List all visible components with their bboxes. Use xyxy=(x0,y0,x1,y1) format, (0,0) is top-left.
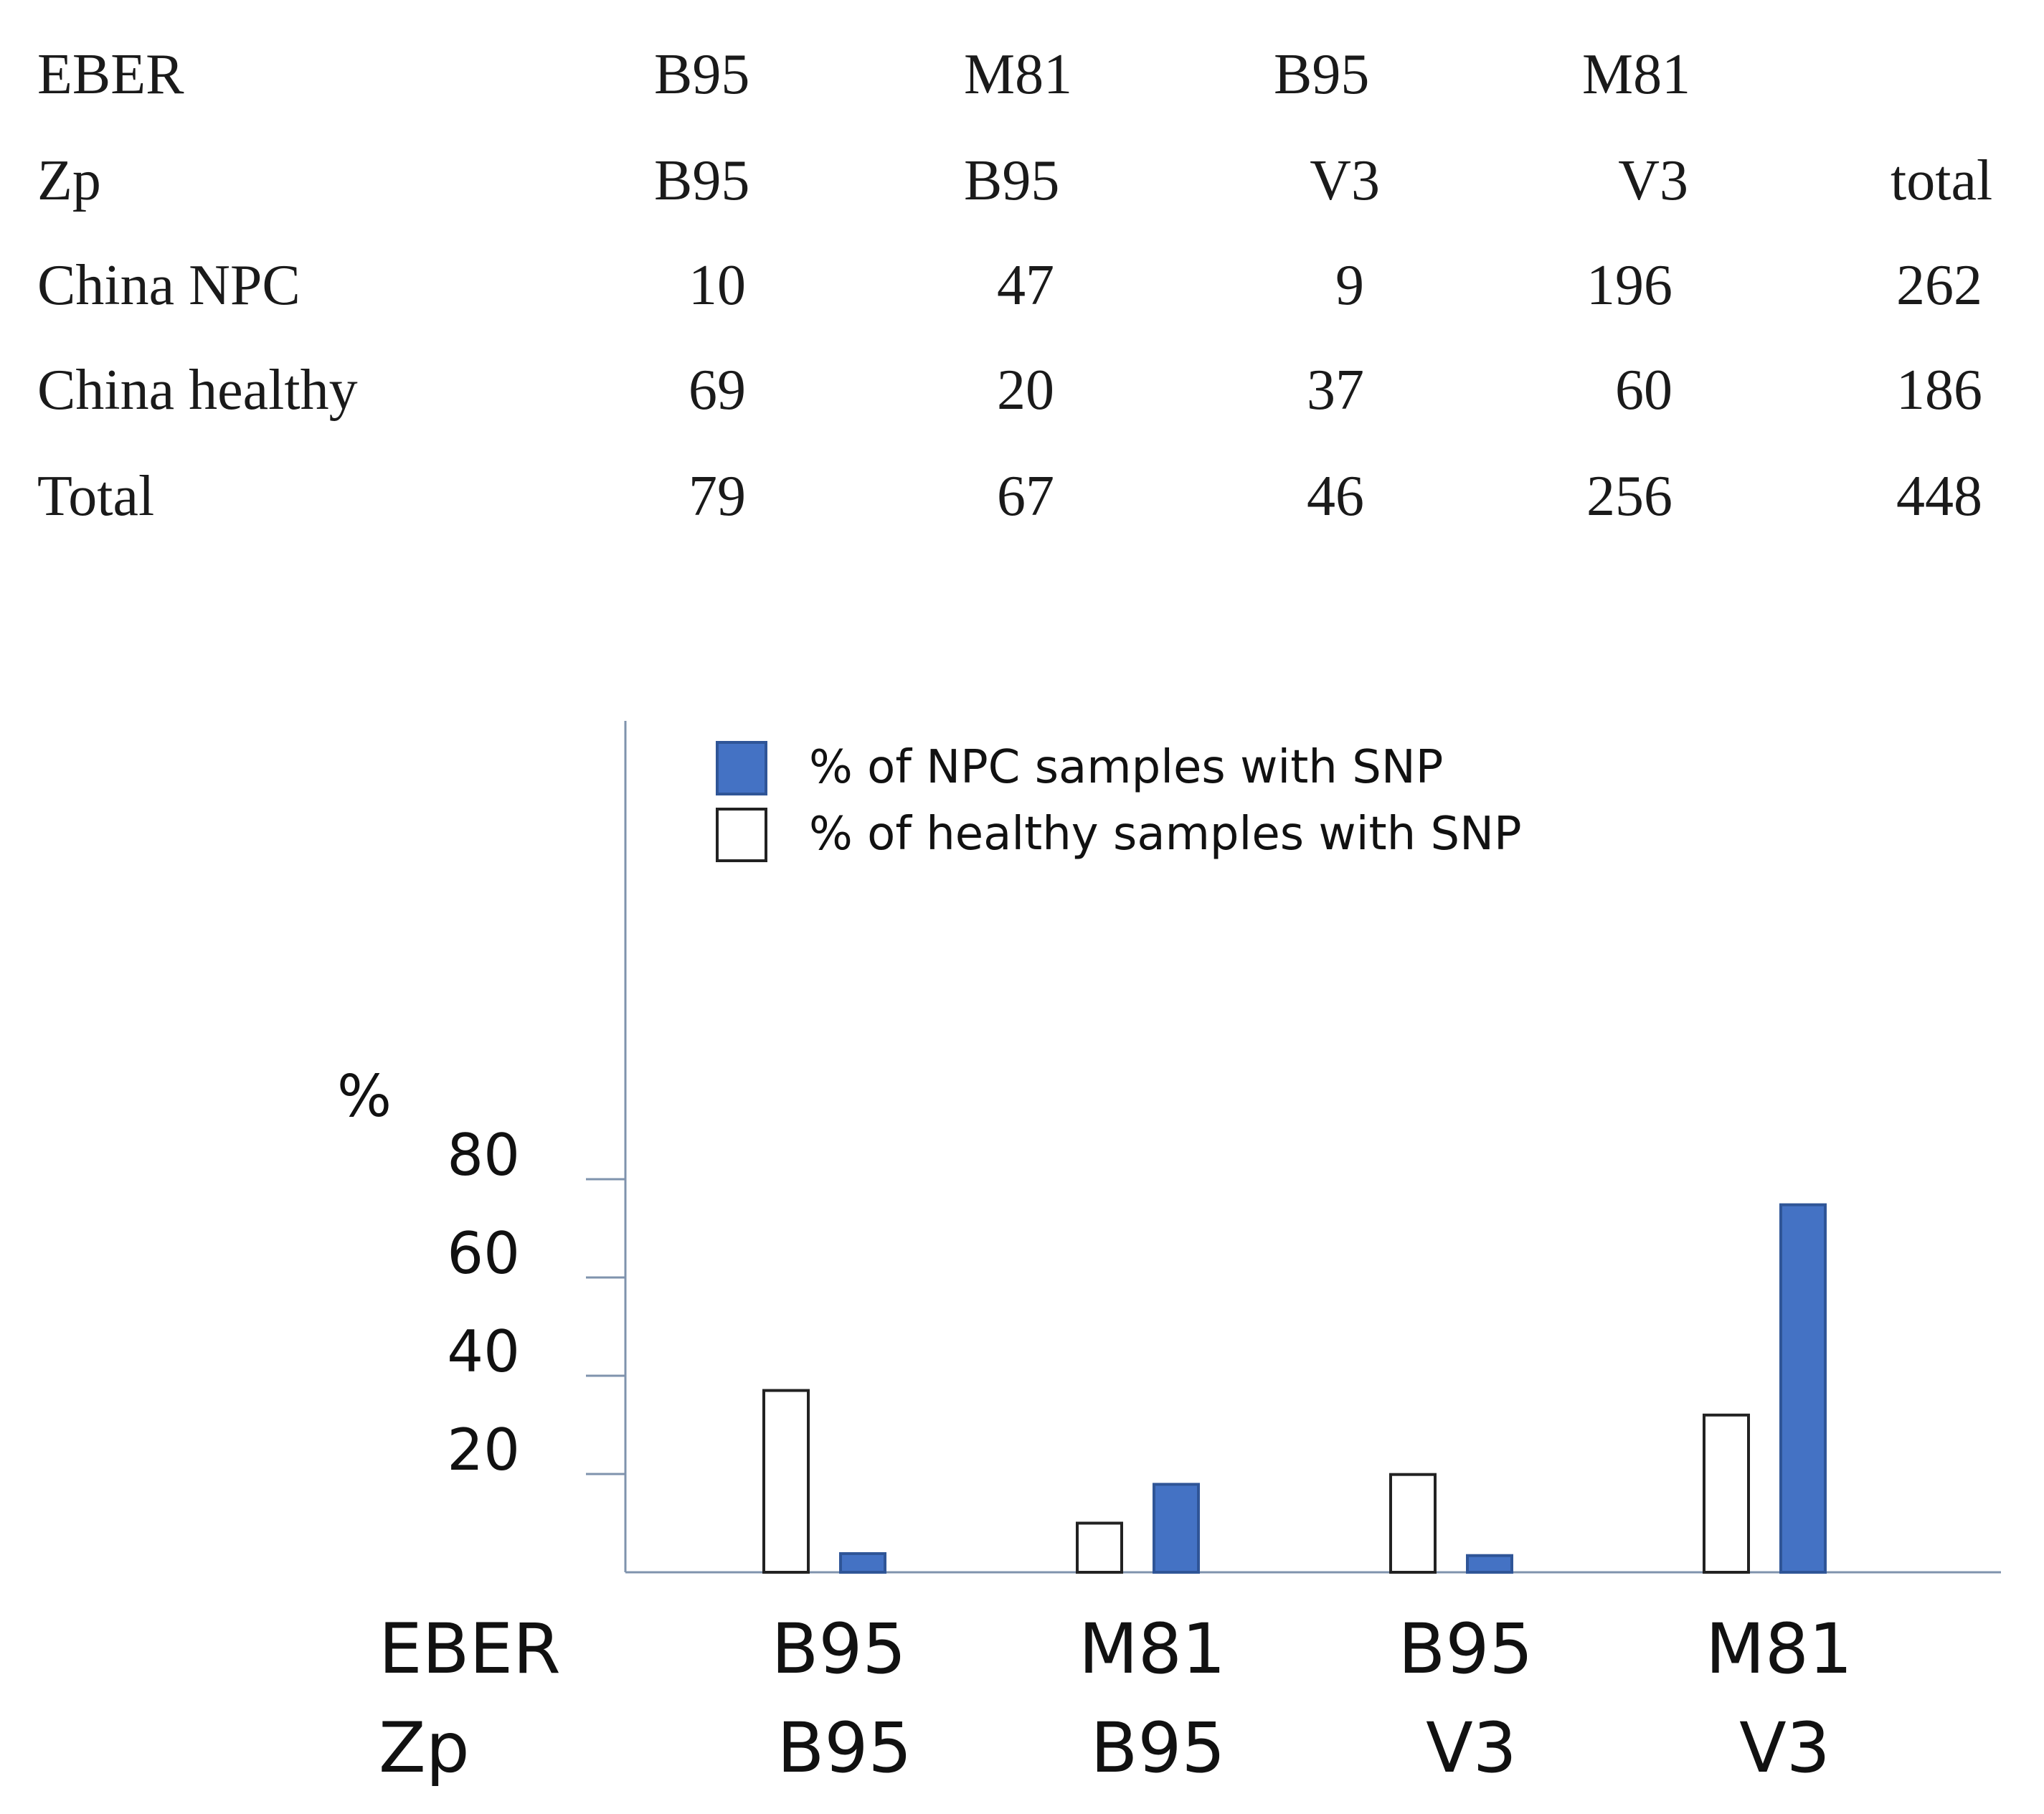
bar-healthy xyxy=(1703,1413,1750,1574)
x-category-eber-label: M81 xyxy=(1705,1609,1853,1689)
bar-npc xyxy=(1779,1203,1827,1574)
bar-healthy xyxy=(762,1389,810,1574)
table-cell: 47 xyxy=(997,254,1054,317)
table-cell: 37 xyxy=(1307,359,1364,422)
table-cell: 196 xyxy=(1586,254,1672,317)
legend-swatch-healthy xyxy=(716,808,767,862)
table-cell: 67 xyxy=(997,465,1054,528)
x-row-label-eber: EBER xyxy=(379,1609,561,1689)
table-header-cell: V3 xyxy=(1310,149,1380,212)
y-axis-label: % xyxy=(337,1063,392,1130)
bar-healthy xyxy=(1389,1473,1437,1574)
table-header-cell: M81 xyxy=(964,43,1073,106)
table-header-cell: B95 xyxy=(964,149,1060,212)
table-row-label: Total xyxy=(37,465,155,528)
table-header-cell: B95 xyxy=(654,149,750,212)
y-tick-label: 20 xyxy=(447,1417,520,1483)
x-category-eber-label: M81 xyxy=(1079,1609,1226,1689)
table-header-cell: B95 xyxy=(1274,43,1370,106)
table-header-cell: total xyxy=(1891,149,1993,212)
table-cell: 69 xyxy=(689,359,746,422)
legend-label-npc: % of NPC samples with SNP xyxy=(809,741,1443,794)
y-tick-label: 40 xyxy=(447,1318,520,1385)
table-cell: 10 xyxy=(689,254,746,317)
x-category-zp-label: B95 xyxy=(777,1708,912,1788)
table-cell: 60 xyxy=(1615,359,1672,422)
table-row-label: EBER xyxy=(37,43,184,106)
table-row-label: Zp xyxy=(37,149,101,212)
table-cell: 448 xyxy=(1896,465,1982,528)
y-tick-label: 60 xyxy=(447,1220,520,1287)
table-cell: 20 xyxy=(997,359,1054,422)
table-cell: 262 xyxy=(1896,254,1982,317)
table-header-cell: V3 xyxy=(1618,149,1688,212)
table-header-cell: B95 xyxy=(654,43,750,106)
table-row-label: China NPC xyxy=(37,254,301,317)
x-category-eber-label: B95 xyxy=(771,1609,906,1689)
x-category-zp-label: V3 xyxy=(1739,1708,1830,1788)
legend-swatch-npc xyxy=(716,741,767,795)
summary-table: EBER B95 M81 B95 M81 Zp B95 B95 V3 V3 to… xyxy=(0,0,2044,545)
bar-healthy xyxy=(1076,1521,1123,1574)
bar-npc xyxy=(1466,1554,1513,1574)
bar-npc xyxy=(1153,1483,1200,1574)
table-cell: 186 xyxy=(1896,359,1982,422)
table-row-label: China healthy xyxy=(37,359,358,422)
table-cell: 46 xyxy=(1307,465,1364,528)
y-tick-label: 80 xyxy=(447,1122,520,1189)
table-header-cell: M81 xyxy=(1582,43,1691,106)
table-cell: 79 xyxy=(689,465,746,528)
x-row-label-zp: Zp xyxy=(379,1708,470,1788)
legend-label-healthy: % of healthy samples with SNP xyxy=(809,808,1522,861)
bar-npc xyxy=(839,1551,886,1574)
x-category-zp-label: V3 xyxy=(1426,1708,1517,1788)
x-category-eber-label: B95 xyxy=(1398,1609,1533,1689)
x-category-zp-label: B95 xyxy=(1090,1708,1225,1788)
table-cell: 256 xyxy=(1586,465,1672,528)
table-cell: 9 xyxy=(1335,254,1364,317)
